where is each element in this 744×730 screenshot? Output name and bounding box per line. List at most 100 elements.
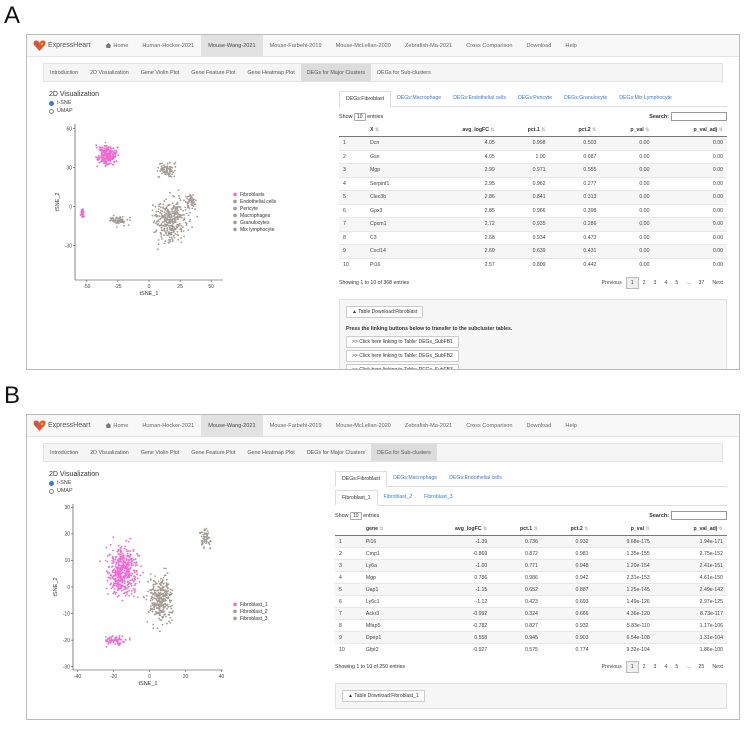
nav-item-mouse-mclellan-2020[interactable]: Mouse-McLellan-2020 bbox=[329, 415, 398, 437]
subnav-tab-gene-heatmap-plot[interactable]: Gene Heatmap Plot bbox=[247, 449, 295, 456]
page-previous[interactable]: Previous bbox=[601, 663, 622, 670]
column-header-p-val[interactable]: p_val ⇅ bbox=[592, 523, 654, 536]
search-input[interactable] bbox=[671, 511, 727, 520]
brand[interactable]: ExpressHeart bbox=[27, 39, 98, 52]
column-header-avg-logfc[interactable]: avg_logFC ⇅ bbox=[419, 124, 499, 137]
nav-item-download[interactable]: Download bbox=[520, 415, 559, 437]
entries-select[interactable]: 10 bbox=[354, 112, 366, 121]
tab-degs-pericyte[interactable]: DEGs:Pericyte bbox=[517, 95, 552, 101]
page-5[interactable]: 5 bbox=[675, 663, 679, 670]
cell-point bbox=[98, 146, 101, 149]
radio-umap-indicator[interactable] bbox=[49, 488, 54, 494]
radio-umap[interactable]: UMAP bbox=[49, 108, 299, 114]
column-header-pct-2[interactable]: pct.2 ⇅ bbox=[549, 124, 601, 137]
nav-item-cross-comparison[interactable]: Cross Comparison bbox=[459, 415, 519, 437]
subnav-tab-degs-for-major-clusters[interactable]: DEGs for Major Clusters bbox=[300, 64, 372, 81]
tab-degs-endothelial-cells[interactable]: DEGs:Endothelial cells bbox=[449, 475, 502, 481]
column-header-p-val-adj[interactable]: p_val_adj ⇅ bbox=[653, 124, 727, 137]
nav-item-help[interactable]: Help bbox=[558, 35, 584, 57]
page-2[interactable]: 2 bbox=[642, 663, 646, 670]
cell-point bbox=[132, 581, 135, 583]
y-tick-label: -30 bbox=[65, 243, 72, 249]
search-input[interactable] bbox=[671, 112, 727, 121]
nav-item-download[interactable]: Download bbox=[520, 35, 559, 57]
nav-item-help[interactable]: Help bbox=[558, 415, 584, 437]
column-header-p-val[interactable]: p_val ⇅ bbox=[600, 124, 654, 137]
page-5[interactable]: 5 bbox=[675, 279, 679, 286]
nav-item-mouse-wang-2021[interactable]: Mouse-Wang-2021 bbox=[201, 35, 263, 57]
tab-degs-macrophage[interactable]: DEGs:Macrophage bbox=[393, 475, 438, 481]
page-previous[interactable]: Previous bbox=[601, 279, 622, 286]
radio-umap[interactable]: UMAP bbox=[49, 488, 299, 494]
nav-item-zebrafish-ma-2021[interactable]: Zebrafish-Ma-2021 bbox=[398, 35, 459, 57]
nav-item-human-hocker-2021[interactable]: Human-Hocker-2021 bbox=[135, 415, 201, 437]
column-header-p-val-adj[interactable]: p_val_adj ⇅ bbox=[653, 523, 727, 536]
subnav-tab-2d-visualization[interactable]: 2D Visualization bbox=[90, 449, 129, 456]
tab-degs-macrophage[interactable]: DEGs:Macrophage bbox=[397, 95, 442, 101]
tab-degs-fibroblast[interactable]: DEGs:Fibroblast bbox=[335, 471, 388, 487]
subnav-tab-introduction[interactable]: Introduction bbox=[50, 69, 79, 76]
nav-item-mouse-mclellan-2020[interactable]: Mouse-McLellan-2020 bbox=[329, 35, 398, 57]
nav-item-cross-comparison[interactable]: Cross Comparison bbox=[459, 35, 519, 57]
subnav-tab-gene-feature-plot[interactable]: Gene Feature Plot bbox=[191, 69, 236, 76]
link-button-subfb3[interactable]: >> Click here linking to Table: DEGs_Sub… bbox=[346, 363, 459, 369]
tab-fibroblast-2[interactable]: Fibroblast_2 bbox=[383, 494, 413, 500]
page-next[interactable]: Next bbox=[712, 663, 723, 670]
link-button-subfb2[interactable]: >> Click here linking to Table: DEGs_Sub… bbox=[346, 349, 459, 362]
nav-item-home[interactable]: Home bbox=[98, 35, 135, 57]
page-4[interactable]: 4 bbox=[664, 279, 668, 286]
radio-tsne-indicator[interactable] bbox=[49, 100, 54, 106]
column-header-avg-logfc[interactable]: avg_logFC ⇅ bbox=[412, 523, 492, 536]
subnav-tab-degs-for-major-clusters[interactable]: DEGs for Major Clusters bbox=[306, 449, 366, 456]
subnav-tab-introduction[interactable]: Introduction bbox=[50, 449, 79, 456]
tab-fibroblast-1[interactable]: Fibroblast_1 bbox=[335, 490, 378, 506]
column-header-x[interactable]: X ⇅ bbox=[366, 124, 420, 137]
cell-point bbox=[106, 579, 109, 582]
entries-select[interactable]: 10 bbox=[350, 511, 362, 520]
nav-item-label: Human-Hocker-2021 bbox=[142, 42, 195, 49]
radio-tsne[interactable]: t-SNE bbox=[49, 100, 299, 106]
column-header-pct-1[interactable]: pct.1 ⇅ bbox=[498, 124, 550, 137]
page-4[interactable]: 4 bbox=[664, 663, 668, 670]
page-37[interactable]: 37 bbox=[698, 279, 705, 286]
nav-item-mouse-farbehi-2019[interactable]: Mouse-Farbehi-2019 bbox=[263, 415, 329, 437]
subnav-tab-2d-visualization[interactable]: 2D Visualization bbox=[90, 69, 129, 76]
subnav-tab-degs-for-sub-clusters[interactable]: DEGs for Sub-clusters bbox=[371, 444, 437, 461]
subnav-tab-gene-violin-plot[interactable]: Gene Violin Plot bbox=[140, 69, 180, 76]
subnav-tab-gene-feature-plot[interactable]: Gene Feature Plot bbox=[191, 449, 236, 456]
tab-degs-endothelial-cells[interactable]: DEGs:Endothelial cells bbox=[453, 95, 506, 101]
cell-point bbox=[191, 207, 194, 210]
tab-degs-granulocyte[interactable]: DEGs:Granulocyte bbox=[563, 95, 608, 101]
cell-point bbox=[158, 586, 161, 589]
subnav-tab-gene-heatmap-plot[interactable]: Gene Heatmap Plot bbox=[247, 69, 295, 76]
page-1[interactable]: 1 bbox=[625, 660, 639, 673]
nav-item-mouse-wang-2021[interactable]: Mouse-Wang-2021 bbox=[201, 415, 263, 437]
page-25[interactable]: 25 bbox=[698, 663, 705, 670]
nav-item-home[interactable]: Home bbox=[98, 415, 135, 437]
link-button-subfb1[interactable]: >> Click here linking to Table: DEGs_Sub… bbox=[346, 335, 459, 348]
column-header-pct-2[interactable]: pct.2 ⇅ bbox=[541, 523, 593, 536]
subnav-tab-gene-violin-plot[interactable]: Gene Violin Plot bbox=[140, 449, 180, 456]
tab-degs-fibroblast[interactable]: DEGs:Fibroblast bbox=[339, 91, 392, 107]
column-header-gene[interactable]: gene ⇅ bbox=[361, 523, 413, 536]
page-3[interactable]: 3 bbox=[653, 279, 657, 286]
radio-umap-indicator[interactable] bbox=[49, 108, 54, 114]
download-button[interactable]: ▲ Table Download:Fibroblast_1 bbox=[342, 689, 425, 702]
nav-item-mouse-farbehi-2019[interactable]: Mouse-Farbehi-2019 bbox=[263, 35, 329, 57]
subnav-tab-degs-for-sub-clusters[interactable]: DEGs for Sub-clusters bbox=[377, 69, 431, 76]
cell-point bbox=[134, 558, 137, 561]
cell-point bbox=[133, 561, 136, 564]
radio-tsne-indicator[interactable] bbox=[49, 480, 54, 486]
brand[interactable]: ExpressHeart bbox=[27, 419, 98, 432]
nav-item-zebrafish-ma-2021[interactable]: Zebrafish-Ma-2021 bbox=[398, 415, 459, 437]
radio-tsne[interactable]: t-SNE bbox=[49, 480, 299, 486]
tab-degs-mix-lymphocyte[interactable]: DEGs:Mix Lymphocyte bbox=[619, 95, 672, 101]
nav-item-human-hocker-2021[interactable]: Human-Hocker-2021 bbox=[135, 35, 201, 57]
page-3[interactable]: 3 bbox=[653, 663, 657, 670]
page-1[interactable]: 1 bbox=[625, 276, 639, 289]
column-header-pct-1[interactable]: pct.1 ⇅ bbox=[491, 523, 542, 536]
page-next[interactable]: Next bbox=[712, 279, 723, 286]
page-2[interactable]: 2 bbox=[642, 279, 646, 286]
download-button[interactable]: ▲ Table Download:Fibroblast bbox=[346, 305, 424, 318]
tab-fibroblast-3[interactable]: Fibroblast_3 bbox=[424, 494, 453, 500]
